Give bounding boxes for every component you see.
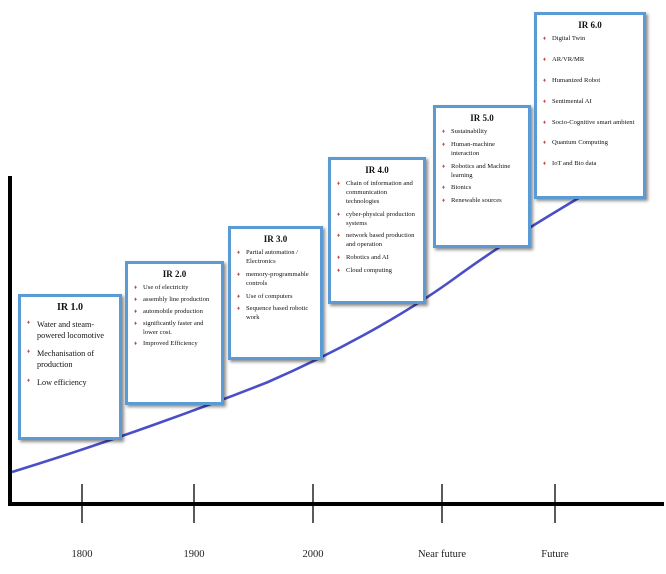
stage-item: Chain of information and communication t… <box>337 180 417 207</box>
stage-box-ir6: IR 6.0 Digital Twin AR/VR/MR Humanized R… <box>534 12 646 199</box>
stage-item-list: Sustainability Human-machine interaction… <box>442 128 522 206</box>
stage-item: memory-programmable controls <box>237 271 314 289</box>
stage-item: Sentimental AI <box>543 98 637 107</box>
stage-title: IR 6.0 <box>578 20 602 30</box>
stage-title: IR 4.0 <box>365 165 389 175</box>
stage-item: Sequence based robotic work <box>237 305 314 323</box>
stage-title: IR 5.0 <box>470 113 494 123</box>
stage-item-list: Partial automation / Electronics memory-… <box>237 249 314 323</box>
stage-box-ir4: IR 4.0 Chain of information and communic… <box>328 157 426 304</box>
axis-label-near-future: Near future <box>417 549 467 560</box>
stage-item: Low efficiency <box>27 377 113 388</box>
stage-item: Mechanisation of production <box>27 348 113 370</box>
stage-item: Quantum Computing <box>543 139 637 148</box>
stage-box-ir2: IR 2.0 Use of electricity assembly line … <box>125 261 224 405</box>
stage-item: automobile production <box>134 308 215 317</box>
stage-item-list: Digital Twin AR/VR/MR Humanized Robot Se… <box>543 35 637 169</box>
axis-label-2000: 2000 <box>302 549 324 560</box>
stage-item: Socio-Cognitive smart ambient <box>543 119 637 128</box>
stage-item: Bionics <box>442 184 522 193</box>
stage-item: network based production and operation <box>337 232 417 250</box>
stage-item: Use of electricity <box>134 284 215 293</box>
stage-item: cyber-physical production systems <box>337 211 417 229</box>
stage-item: assembly line production <box>134 296 215 305</box>
stage-item: Water and steam-powered locomotive <box>27 319 113 341</box>
stage-item-list: Use of electricity assembly line product… <box>134 284 215 349</box>
stage-item: Robotics and Machine learning <box>442 163 522 181</box>
stage-item: IoT and Bio data <box>543 160 637 169</box>
stage-box-ir3: IR 3.0 Partial automation / Electronics … <box>228 226 323 360</box>
stage-title: IR 1.0 <box>56 302 84 313</box>
stage-item: Digital Twin <box>543 35 637 44</box>
stage-item: Sustainability <box>442 128 522 137</box>
stage-title: IR 2.0 <box>162 269 187 279</box>
stage-item: Human-machine interaction <box>442 141 522 159</box>
stage-item-list: Water and steam-powered locomotive Mecha… <box>27 319 113 388</box>
stage-title: IR 3.0 <box>263 234 288 244</box>
axis-label-1900: 1900 <box>183 549 205 560</box>
axis-label-future: Future <box>541 549 569 560</box>
stage-item-list: Chain of information and communication t… <box>337 180 417 276</box>
stage-item: Partial automation / Electronics <box>237 249 314 267</box>
stage-item: Cloud computing <box>337 267 417 276</box>
stage-item: Renewable sources <box>442 197 522 206</box>
stage-item: significantly faster and lower cost. <box>134 320 215 338</box>
stage-item: Robotics and AI <box>337 254 417 263</box>
stage-box-ir1: IR 1.0 Water and steam-powered locomotiv… <box>18 294 122 440</box>
stage-item: Improved Efficiency <box>134 340 215 349</box>
stage-item: Humanized Robot <box>543 77 637 86</box>
stage-item: Use of computers <box>237 293 314 302</box>
stage-item: AR/VR/MR <box>543 56 637 65</box>
stage-box-ir5: IR 5.0 Sustainability Human-machine inte… <box>433 105 531 248</box>
axis-label-1800: 1800 <box>71 549 93 560</box>
